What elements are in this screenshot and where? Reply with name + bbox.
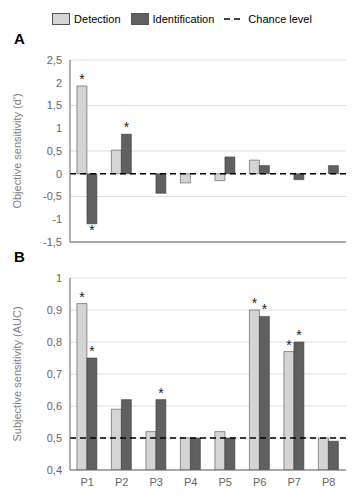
svg-text:0,7: 0,7 bbox=[47, 368, 62, 380]
svg-text:-0,5: -0,5 bbox=[43, 190, 62, 202]
svg-text:*: * bbox=[262, 301, 268, 317]
svg-text:0,6: 0,6 bbox=[47, 400, 62, 412]
svg-text:0,9: 0,9 bbox=[47, 304, 62, 316]
html-text:Identification: Identification bbox=[152, 13, 215, 25]
svg-text:-1: -1 bbox=[52, 213, 62, 225]
svg-text:*: * bbox=[89, 343, 95, 359]
html-text:B: B bbox=[14, 248, 25, 265]
svg-text:Objective sensitivity (d'): Objective sensitivity (d') bbox=[11, 93, 23, 208]
svg-text:P4: P4 bbox=[184, 476, 197, 488]
svg-text:P2: P2 bbox=[115, 476, 128, 488]
svg-text:P6: P6 bbox=[253, 476, 266, 488]
svg-text:P8: P8 bbox=[322, 476, 335, 488]
svg-text:*: * bbox=[286, 337, 292, 353]
svg-text:*: * bbox=[296, 327, 302, 343]
svg-text:0,8: 0,8 bbox=[47, 336, 62, 348]
svg-text:*: * bbox=[124, 119, 130, 135]
html-text:A: A bbox=[14, 30, 25, 47]
svg-text:*: * bbox=[158, 385, 164, 401]
svg-text:*: * bbox=[79, 71, 85, 87]
svg-text:0: 0 bbox=[56, 168, 62, 180]
svg-text:*: * bbox=[252, 295, 258, 311]
svg-text:-1,5: -1,5 bbox=[43, 236, 62, 248]
svg-text:P7: P7 bbox=[288, 476, 301, 488]
svg-text:P3: P3 bbox=[150, 476, 163, 488]
svg-text:0,5: 0,5 bbox=[47, 432, 62, 444]
svg-text:0,5: 0,5 bbox=[47, 145, 62, 157]
svg-text:2: 2 bbox=[56, 77, 62, 89]
html-text:Chance level: Chance level bbox=[248, 13, 312, 25]
svg-text:P1: P1 bbox=[81, 476, 94, 488]
svg-text:P5: P5 bbox=[219, 476, 232, 488]
svg-text:*: * bbox=[79, 289, 85, 305]
html-text:Detection: Detection bbox=[74, 13, 121, 25]
svg-text:0,4: 0,4 bbox=[47, 464, 62, 476]
svg-text:1: 1 bbox=[56, 272, 62, 284]
svg-text:*: * bbox=[89, 222, 95, 238]
svg-text:Subjective sensitivity (AUC): Subjective sensitivity (AUC) bbox=[11, 306, 23, 441]
svg-text:2,5: 2,5 bbox=[47, 54, 62, 66]
svg-text:1,5: 1,5 bbox=[47, 99, 62, 111]
svg-text:1: 1 bbox=[56, 122, 62, 134]
